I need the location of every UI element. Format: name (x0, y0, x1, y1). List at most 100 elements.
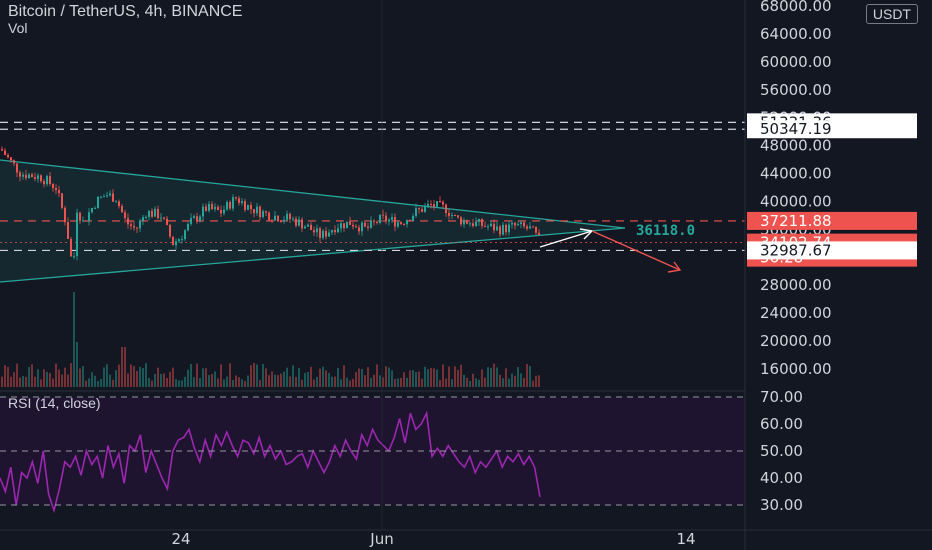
projection-arrow-up (539, 230, 593, 248)
candle-body (70, 238, 72, 257)
volume-bar (19, 377, 21, 387)
candle-body (358, 227, 360, 232)
volume-bar (94, 375, 96, 387)
candle-body (502, 224, 504, 235)
volume-bar (520, 373, 522, 387)
candle-body (343, 223, 345, 229)
volume-bar (517, 366, 519, 387)
volume-bar (535, 375, 537, 387)
candle-body (469, 223, 471, 225)
volume-bar (328, 372, 330, 387)
volume-bar (139, 366, 141, 387)
candle-body (316, 228, 318, 233)
candle-body (73, 256, 75, 258)
candle-body (409, 220, 411, 222)
currency-button[interactable]: USDT (865, 4, 918, 24)
candle-body (445, 204, 447, 213)
candle-body (427, 203, 429, 207)
volume-bar (355, 372, 357, 387)
volume-bar (460, 364, 462, 387)
volume-label: Vol (8, 20, 28, 36)
volume-bar (367, 367, 369, 387)
x-axis-tick-label: 24 (171, 530, 190, 548)
volume-bar (223, 379, 225, 387)
candle-body (43, 181, 45, 185)
candle-body (259, 206, 261, 217)
volume-bar (427, 369, 429, 387)
candle-body (451, 215, 453, 217)
candle-body (382, 214, 384, 216)
volume-bar (268, 375, 270, 387)
volume-bar (271, 371, 273, 387)
candle-body (82, 220, 84, 222)
rsi-line (0, 410, 541, 514)
volume-bar (406, 377, 408, 387)
candle-body (367, 226, 369, 228)
candle-body (79, 212, 81, 221)
candle-body (223, 209, 225, 214)
volume-bar (118, 364, 120, 387)
y-axis-tick-label: 28000.00 (760, 276, 832, 294)
volume-bar (415, 371, 417, 387)
volume-bar (166, 378, 168, 387)
candle-body (190, 218, 192, 224)
candle-body (397, 222, 399, 227)
volume-bar (481, 369, 483, 387)
candle-body (352, 224, 354, 227)
candle-body (379, 214, 381, 223)
volume-bar (493, 363, 495, 387)
candle-body (52, 183, 54, 189)
volume-bar (217, 378, 219, 387)
candle-body (217, 206, 219, 211)
volume-bar (22, 375, 24, 387)
candle-body (64, 207, 66, 223)
volume-bar (469, 380, 471, 387)
candle-body (160, 217, 162, 219)
volume-bar (283, 371, 285, 387)
volume-bar (370, 377, 372, 387)
volume-bar (136, 371, 138, 387)
volume-bar (160, 373, 162, 387)
candle-body (472, 223, 474, 226)
volume-bar (16, 363, 18, 387)
volume-bar (127, 373, 129, 387)
candle-body (139, 220, 141, 229)
candle-body (25, 174, 27, 179)
candle-body (328, 232, 330, 237)
volume-bar (220, 364, 222, 387)
volume-bar (349, 380, 351, 387)
volume-bar (508, 378, 510, 387)
volume-bar (43, 369, 45, 387)
volume-bar (25, 376, 27, 387)
candle-body (226, 202, 228, 210)
candle-body (361, 222, 363, 232)
volume-bar (412, 370, 414, 387)
volume-bar (232, 380, 234, 387)
volume-bar (478, 379, 480, 387)
volume-bar (229, 363, 231, 387)
volume-bar (448, 366, 450, 387)
candle-body (205, 206, 207, 211)
volume-bar (124, 347, 126, 387)
volume-bar (475, 378, 477, 387)
candle-body (493, 223, 495, 231)
volume-bar (421, 378, 423, 387)
volume-bar (115, 370, 117, 387)
candle-body (424, 206, 426, 212)
candle-body (61, 193, 63, 208)
candle-body (37, 175, 39, 179)
candle-body (466, 220, 468, 224)
volume-bar (175, 379, 177, 387)
candle-body (460, 217, 462, 225)
volume-bar (202, 368, 204, 387)
candle-body (166, 218, 168, 225)
volume-bar (106, 364, 108, 387)
candle-body (157, 208, 159, 219)
volume-bar (445, 378, 447, 387)
candle-body (136, 227, 138, 229)
volume-bar (325, 370, 327, 387)
volume-bar (298, 367, 300, 387)
volume-bar (112, 379, 114, 387)
candle-body (88, 212, 90, 222)
